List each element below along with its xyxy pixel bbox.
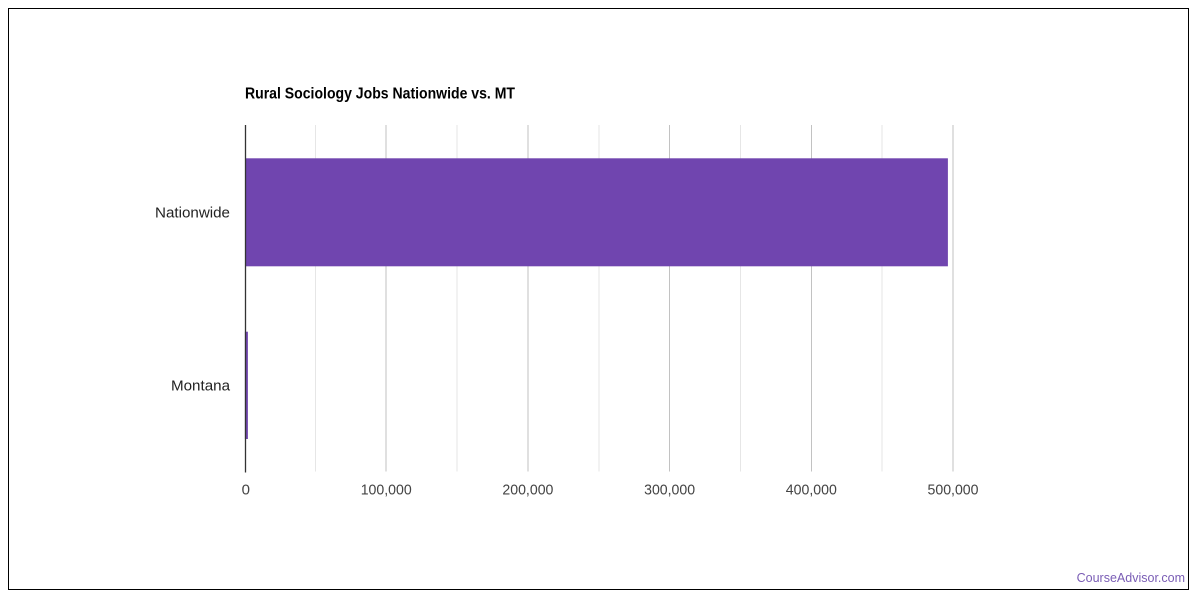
svg-text:Rural Sociology Jobs Nationwid: Rural Sociology Jobs Nationwide vs. MT — [245, 86, 515, 103]
svg-text:Nationwide: Nationwide — [155, 205, 230, 222]
svg-text:200,000: 200,000 — [502, 481, 553, 498]
svg-text:400,000: 400,000 — [786, 481, 837, 498]
svg-text:500,000: 500,000 — [928, 481, 979, 498]
svg-text:CourseAdvisor.com: CourseAdvisor.com — [1077, 571, 1185, 585]
svg-text:100,000: 100,000 — [361, 481, 412, 498]
svg-text:0: 0 — [242, 481, 250, 498]
svg-text:Montana: Montana — [171, 378, 231, 395]
svg-text:300,000: 300,000 — [644, 481, 695, 498]
